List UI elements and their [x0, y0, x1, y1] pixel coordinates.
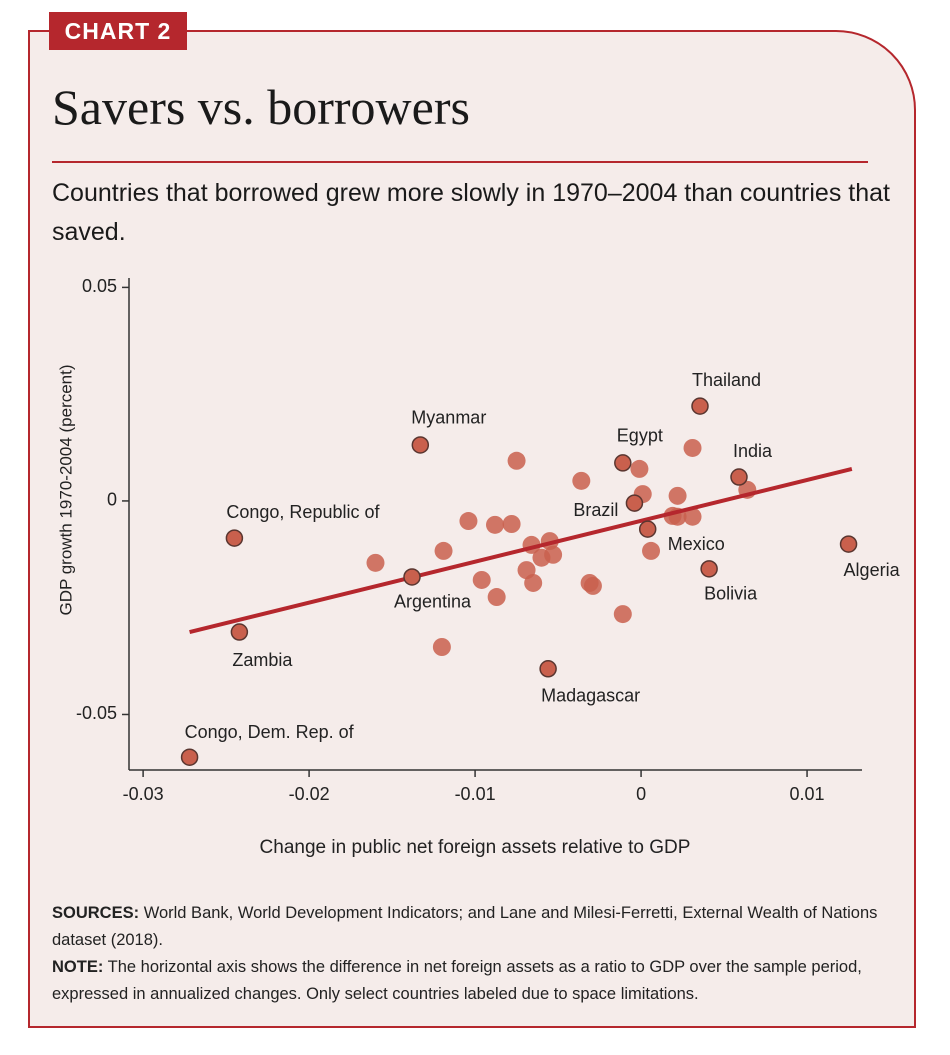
y-tick-label: -0.05 [76, 703, 117, 723]
point [403, 568, 421, 586]
point [366, 553, 385, 572]
point [638, 520, 657, 538]
x-axis-label: Change in public net foreign assets rela… [260, 837, 691, 858]
y-axis-label: GDP growth 1970-2004 (percent) [56, 364, 75, 615]
chart-title: Savers vs. borrowers [52, 79, 470, 135]
point [683, 438, 702, 457]
badge: CHART 2 [49, 12, 187, 50]
subtitle: Countries that borrowed grew more slowly… [52, 179, 890, 246]
point [668, 486, 687, 505]
x-tick-label: -0.01 [455, 784, 496, 804]
x-tick-label: 0 [636, 784, 646, 804]
note-label: NOTE: [52, 958, 104, 976]
note-label: SOURCES: [52, 904, 140, 922]
point [839, 535, 858, 553]
point [613, 605, 632, 624]
point-label: Thailand [692, 370, 761, 390]
note: NOTE: The horizontal axis shows the diff… [52, 954, 912, 1008]
point [507, 451, 526, 470]
point-label: Congo, Dem. Rep. of [185, 722, 355, 742]
point [539, 660, 557, 678]
note-text: The horizontal axis shows the difference… [52, 958, 862, 1003]
point-label: Myanmar [411, 408, 486, 428]
rule [52, 161, 868, 163]
point [630, 459, 649, 478]
point [432, 638, 451, 656]
y-tick-label: 0.05 [82, 276, 117, 296]
x-tick-label: 0.01 [790, 784, 825, 804]
point [572, 471, 591, 490]
x-tick-label: -0.03 [123, 784, 164, 804]
point [411, 436, 430, 454]
point-label: Mexico [668, 534, 725, 554]
x-tick-label: -0.02 [289, 784, 330, 804]
point-label: Algeria [844, 560, 901, 580]
y-tick-label: 0 [107, 490, 117, 510]
point [642, 541, 661, 560]
point [614, 454, 632, 472]
trendline [189, 466, 853, 634]
point [472, 570, 491, 589]
point [486, 515, 505, 534]
point-label: India [733, 441, 773, 461]
point [230, 623, 249, 641]
point [625, 494, 644, 512]
point [225, 529, 244, 547]
point-label: Brazil [573, 500, 618, 520]
point-label: Egypt [617, 426, 663, 446]
point-label: Zambia [232, 650, 293, 670]
point [532, 548, 551, 567]
point [459, 512, 478, 531]
point-label: Madagascar [541, 686, 640, 706]
point [524, 573, 543, 592]
point [502, 515, 521, 533]
point [683, 507, 702, 526]
point-label: Bolivia [704, 584, 758, 604]
notes: SOURCES: World Bank, World Development I… [52, 900, 912, 1008]
point [730, 468, 748, 486]
note: SOURCES: World Bank, World Development I… [52, 900, 912, 954]
point [691, 397, 709, 415]
point [434, 541, 453, 560]
point [583, 576, 602, 595]
point [180, 748, 199, 766]
point [700, 560, 718, 578]
point [487, 588, 506, 607]
note-text: World Bank, World Development Indicators… [52, 904, 878, 949]
point-label: Argentina [394, 592, 472, 612]
point-label: Congo, Republic of [226, 502, 380, 522]
